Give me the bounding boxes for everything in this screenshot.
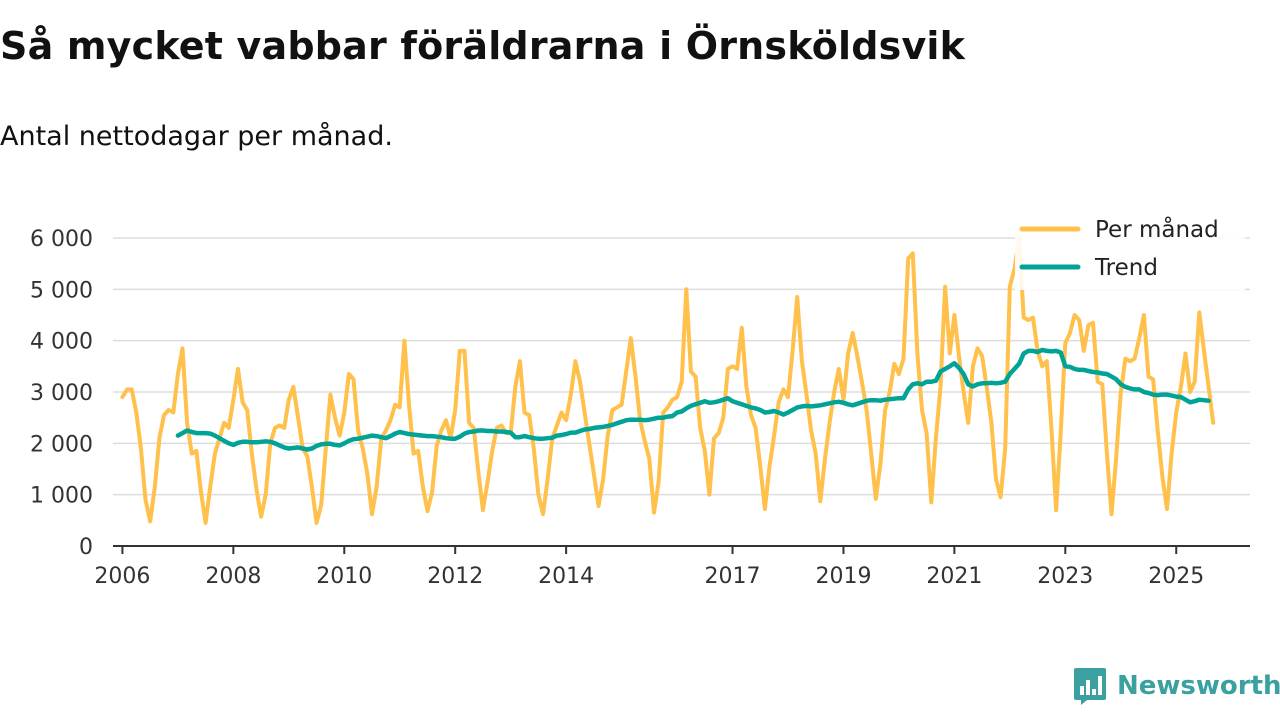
x-tick-label: 2006 <box>94 564 150 589</box>
legend-label-trend: Trend <box>1094 255 1158 281</box>
chart-subtitle: Antal nettodagar per månad. <box>0 121 393 152</box>
newsworthy-logo-icon <box>1074 668 1106 705</box>
x-tick-label: 2023 <box>1037 564 1093 589</box>
legend-background <box>1015 210 1245 290</box>
chart-title: Så mycket vabbar föräldrarna i Örnskölds… <box>0 24 966 68</box>
gridlines <box>113 237 1250 547</box>
x-tick-label: 2008 <box>205 564 261 589</box>
y-tick-label: 6 000 <box>30 227 93 252</box>
x-tick-label: 2019 <box>815 564 871 589</box>
x-tick-label: 2021 <box>926 564 982 589</box>
legend: Per månad Trend <box>1015 210 1245 290</box>
series-line-trend <box>175 347 1211 452</box>
x-axis-ticks: 2006 2008 2010 2012 2014 2017 2019 2021 2023 2025 <box>94 546 1204 589</box>
x-tick-label: 2014 <box>538 564 594 589</box>
y-tick-label: 0 <box>79 535 93 560</box>
x-tick-label: 2025 <box>1148 564 1204 589</box>
y-tick-label: 4 000 <box>30 330 93 355</box>
y-axis-ticks: 0 1 000 2 000 3 000 4 000 5 000 6 000 <box>30 227 93 560</box>
series-lines <box>120 236 1216 525</box>
brand-name: Newsworthy <box>1117 671 1280 701</box>
y-tick-label: 3 000 <box>30 381 93 406</box>
x-tick-label: 2012 <box>427 564 483 589</box>
newsworthy-brand[interactable]: Newsworthy <box>1073 666 1280 706</box>
y-tick-label: 1 000 <box>30 484 93 509</box>
x-tick-label: 2010 <box>316 564 372 589</box>
x-tick-label: 2017 <box>705 564 761 589</box>
y-tick-label: 5 000 <box>30 278 93 303</box>
legend-label-per-manad: Per månad <box>1095 215 1219 243</box>
y-tick-label: 2 000 <box>30 432 93 457</box>
